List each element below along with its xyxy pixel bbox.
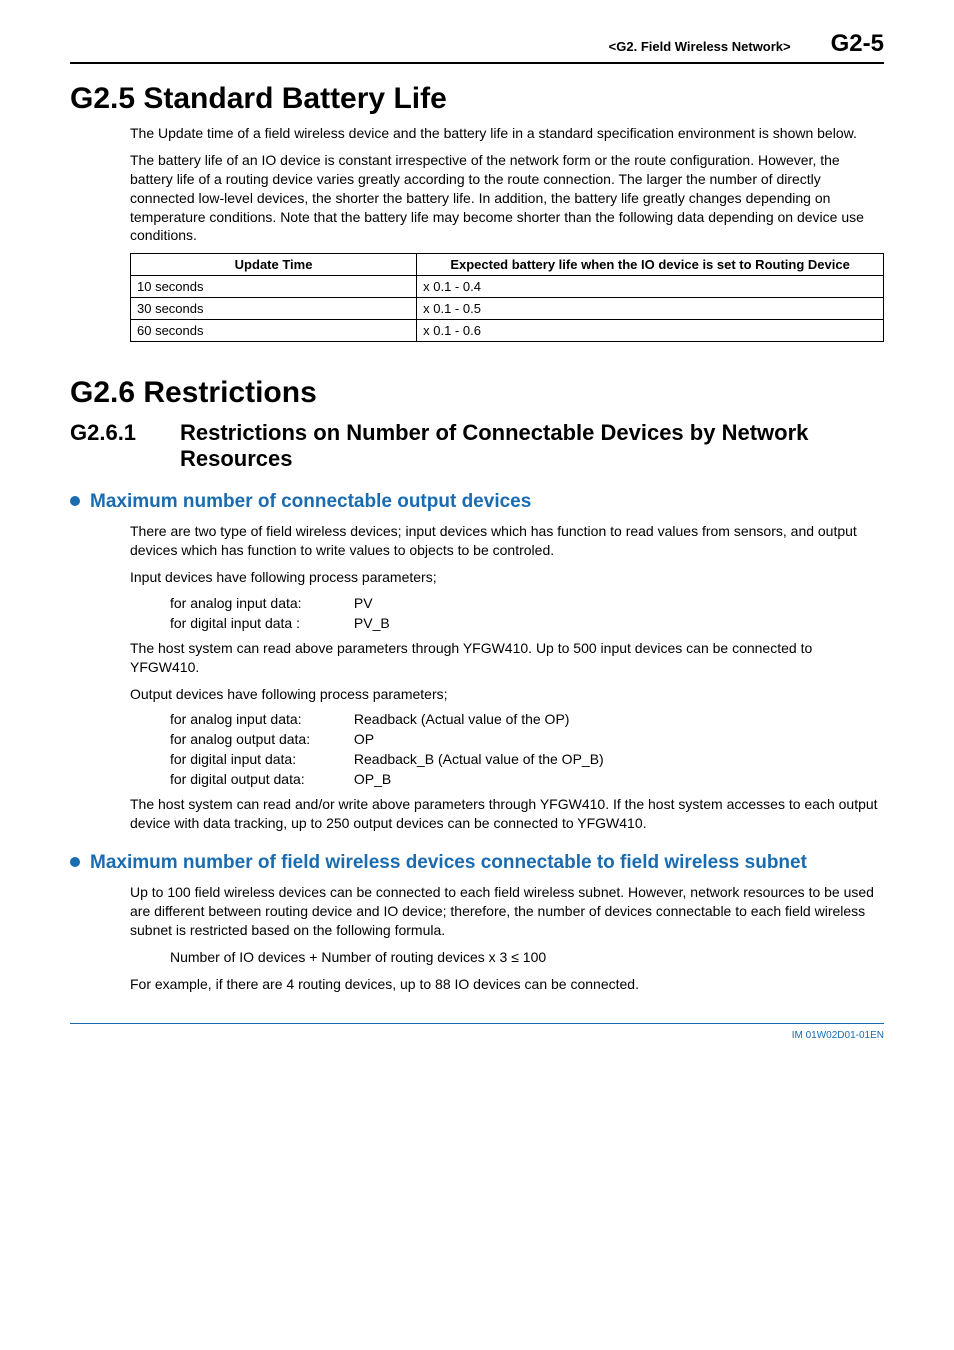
kv-value: Readback_B (Actual value of the OP_B) — [354, 751, 604, 767]
table-cell: x 0.1 - 0.6 — [417, 320, 884, 342]
heading-g2-5: G2.5 Standard Battery Life — [70, 82, 884, 116]
kv-row: for analog input data: PV — [170, 595, 884, 611]
heading-title: Restrictions on Number of Connectable De… — [180, 420, 884, 472]
kv-row: for digital input data : PV_B — [170, 615, 884, 631]
g2-5-para-2: The battery life of an IO device is cons… — [130, 151, 884, 245]
kv-key: for analog input data: — [170, 595, 350, 611]
table-header-update-time: Update Time — [131, 254, 417, 276]
b1-para-2: Input devices have following process par… — [130, 568, 884, 587]
subheading-title: Maximum number of connectable output dev… — [90, 490, 531, 514]
subheading-title: Maximum number of field wireless devices… — [90, 851, 807, 875]
footer-doc-id: IM 01W02D01-01EN — [792, 1030, 884, 1041]
kv-row: for digital output data: OP_B — [170, 771, 884, 787]
b2-formula: Number of IO devices + Number of routing… — [170, 948, 884, 967]
table-header-expected-life: Expected battery life when the IO device… — [417, 254, 884, 276]
table-row: 10 seconds x 0.1 - 0.4 — [131, 276, 884, 298]
bullet-icon — [70, 496, 80, 506]
page-header: <G2. Field Wireless Network> G2-5 — [70, 30, 884, 64]
g2-5-para-1: The Update time of a field wireless devi… — [130, 124, 884, 143]
table-cell: x 0.1 - 0.4 — [417, 276, 884, 298]
kv-value: OP_B — [354, 771, 391, 787]
kv-row: for digital input data: Readback_B (Actu… — [170, 751, 884, 767]
page-footer: IM 01W02D01-01EN — [70, 1023, 884, 1041]
table-row: 60 seconds x 0.1 - 0.6 — [131, 320, 884, 342]
kv-key: for analog output data: — [170, 731, 350, 747]
kv-key: for analog input data: — [170, 711, 350, 727]
battery-life-table: Update Time Expected battery life when t… — [130, 253, 884, 342]
kv-row: for analog output data: OP — [170, 731, 884, 747]
table-row: 30 seconds x 0.1 - 0.5 — [131, 298, 884, 320]
table-cell: 10 seconds — [131, 276, 417, 298]
table-cell: 60 seconds — [131, 320, 417, 342]
b1-para-4: Output devices have following process pa… — [130, 685, 884, 704]
b2-para-1: Up to 100 field wireless devices can be … — [130, 883, 884, 940]
table-cell: x 0.1 - 0.5 — [417, 298, 884, 320]
header-page-number: G2-5 — [831, 30, 884, 58]
table-cell: 30 seconds — [131, 298, 417, 320]
kv-value: PV — [354, 595, 373, 611]
heading-g2-6: G2.6 Restrictions — [70, 376, 884, 410]
kv-key: for digital output data: — [170, 771, 350, 787]
kv-value: OP — [354, 731, 374, 747]
b2-para-2: For example, if there are 4 routing devi… — [130, 975, 884, 994]
b1-para-1: There are two type of field wireless dev… — [130, 522, 884, 560]
kv-value: Readback (Actual value of the OP) — [354, 711, 570, 727]
heading-g2-6-1: G2.6.1 Restrictions on Number of Connect… — [70, 420, 884, 472]
kv-key: for digital input data: — [170, 751, 350, 767]
heading-number: G2.6.1 — [70, 420, 180, 472]
kv-row: for analog input data: Readback (Actual … — [170, 711, 884, 727]
b1-para-5: The host system can read and/or write ab… — [130, 795, 884, 833]
kv-value: PV_B — [354, 615, 390, 631]
bullet-icon — [70, 857, 80, 867]
subheading-max-output-devices: Maximum number of connectable output dev… — [70, 490, 884, 514]
subheading-max-subnet-devices: Maximum number of field wireless devices… — [70, 851, 884, 875]
header-section: <G2. Field Wireless Network> — [609, 39, 791, 54]
kv-key: for digital input data : — [170, 615, 350, 631]
b1-para-3: The host system can read above parameter… — [130, 639, 884, 677]
